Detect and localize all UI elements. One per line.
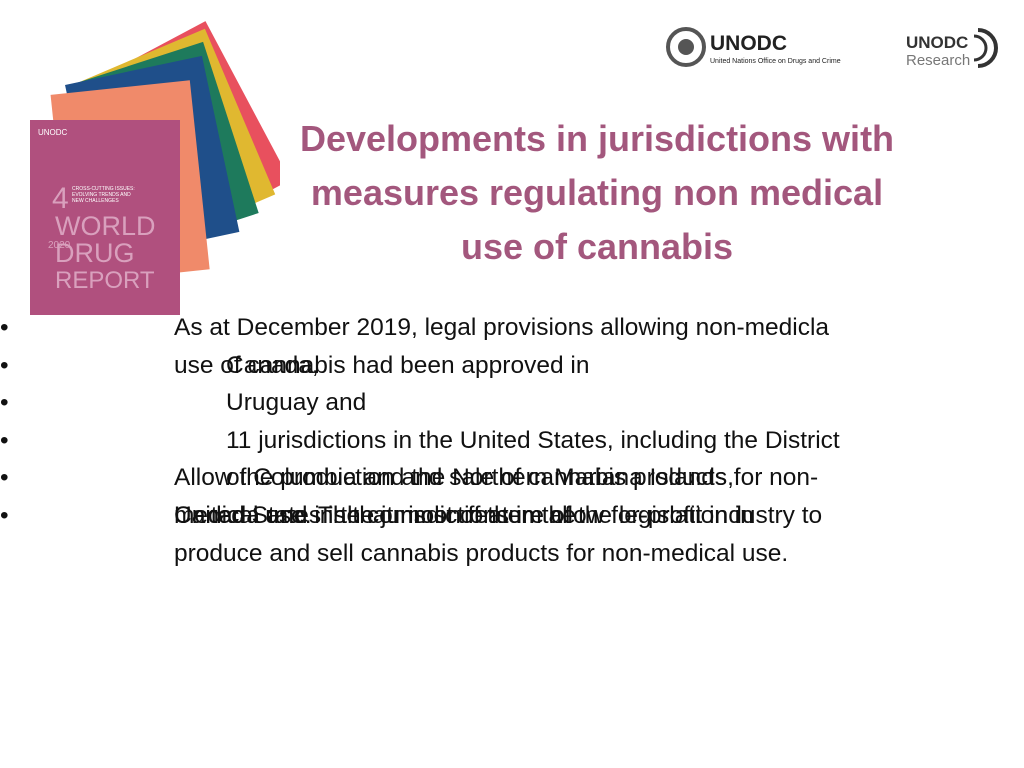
research-logo: UNODC	[906, 33, 968, 52]
cover-title: REPORT	[55, 267, 155, 294]
research-logo-subtitle: Research	[906, 52, 970, 69]
logos: UNODC United Nations Office on Drugs and…	[666, 27, 998, 69]
bullet-row: • As at December 2019, legal provisions a…	[0, 309, 1024, 347]
cover-publisher: UNODC	[38, 128, 68, 137]
bullet-text: Allow the production and sale of cannabi…	[174, 464, 819, 492]
cover-number: 4	[52, 182, 69, 215]
cover-title: DRUG	[55, 238, 135, 268]
slide-title: Developments in jurisdictions with measur…	[250, 112, 944, 274]
bullet-row: • Allow the production and sale of cannab…	[0, 459, 1024, 497]
bullet-dot: •	[0, 389, 9, 417]
bullet-dot: •	[0, 314, 9, 341]
bullet-text: 11 jurisdictions in the United States, i…	[226, 426, 840, 454]
bullet-text: Canada,	[226, 351, 319, 379]
unodc-logo-subtitle: United Nations Office on Drugs and Crime	[710, 58, 841, 65]
bullet-row: • Canada,	[0, 347, 1024, 385]
title-line: use of cannabis	[460, 226, 734, 267]
title-line: measures regulating non medical	[310, 172, 884, 213]
bullet-list: • As at December 2019, legal provisions a…	[0, 309, 1024, 567]
bullet-text: Uruguay and	[226, 389, 367, 417]
bullet-text: use of cannabis had been approved in	[174, 351, 590, 379]
cover-title: WORLD	[55, 211, 156, 241]
unodc-logo: UNODC	[710, 32, 787, 55]
title-line: Developments in jurisdictions with	[299, 118, 895, 159]
bullet-dot: •	[0, 426, 9, 454]
bullet-text: produce and sell cannabis products for n…	[174, 539, 789, 567]
bullet-row: • Uruguay and	[0, 384, 1024, 422]
report-covers: UNODC 4 CROSS-CUTTING ISSUES: EVOLVING T…	[30, 21, 280, 315]
bullet-dot: •	[0, 501, 9, 529]
bullet-text: Canada and in the jurisdictions in the	[174, 501, 576, 529]
cover-subtitle: EVOLVING TRENDS AND	[72, 192, 131, 198]
cover-subtitle: CROSS-CUTTING ISSUES:	[72, 186, 135, 192]
cover-year: 2020	[48, 240, 71, 251]
bullet-text: United States is that most of them allow…	[174, 501, 823, 529]
bullet-row: • United States is that most of them allo…	[0, 497, 1024, 535]
cover-subtitle: NEW CHALLENGES	[72, 198, 119, 204]
bullet-row: • 11 jurisdictions in the United States, …	[0, 422, 1024, 460]
bullet-text: As at December 2019, legal provisions al…	[174, 314, 830, 341]
bullet-text: of Columbia and the Northern Mariana Isl…	[226, 464, 734, 492]
bullet-dot: •	[0, 464, 9, 492]
bullet-dot: •	[0, 351, 9, 379]
bullet-text: medical use. The common feature of the l…	[174, 501, 754, 529]
